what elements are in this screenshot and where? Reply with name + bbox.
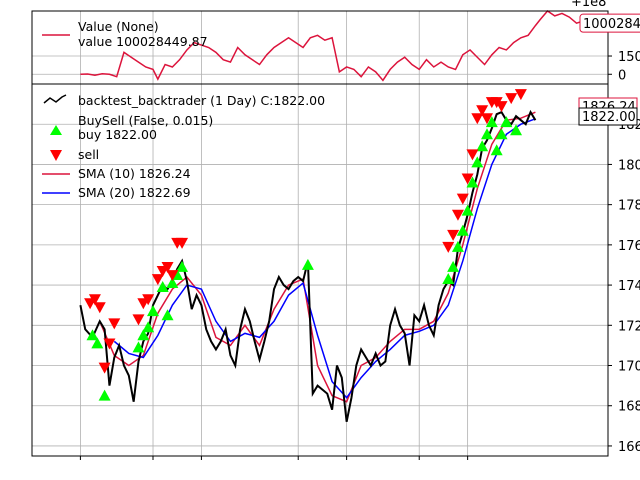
buy-marker (137, 329, 150, 341)
last-price-box (578, 107, 638, 126)
buy-marker (86, 329, 99, 341)
sell-marker (442, 241, 455, 253)
last-value-box (579, 13, 640, 33)
sell-marker (476, 105, 489, 117)
price-legend-entry: BuySell (False, 0.015) (78, 113, 213, 128)
sell-marker (466, 149, 479, 161)
price-legend-entry: SMA (10) 1826.24 (78, 166, 191, 181)
buy-marker (161, 309, 174, 321)
sell-marker (480, 113, 493, 125)
sell-marker (461, 173, 474, 185)
buy-marker (500, 116, 513, 128)
buy-marker (485, 116, 498, 128)
last-value-label: 100028449.87 (583, 17, 640, 32)
sma20-line (113, 118, 536, 399)
sell-marker (93, 302, 106, 314)
sell-marker (456, 193, 469, 205)
buy-marker (132, 341, 145, 353)
sell-marker (176, 237, 189, 249)
buy-marker (466, 176, 479, 188)
price-legend-entry: SMA (20) 1822.69 (78, 185, 191, 200)
price-ytick-label: 178 (618, 199, 640, 214)
sell-marker (103, 338, 116, 350)
buy-marker (301, 258, 314, 270)
value-ytick-label: 0 (618, 68, 626, 83)
buy-marker (456, 224, 469, 236)
buy-marker (147, 305, 160, 317)
sell-marker (142, 294, 155, 306)
sell-marker (161, 262, 174, 274)
buy-marker (166, 277, 179, 289)
buy-marker (510, 124, 523, 136)
value-observer-panel: +1e8 0 150 100028449.87 Value (None)value… (31, 0, 640, 85)
sell-marker (151, 274, 164, 286)
sell-marker (505, 93, 518, 105)
buy-marker (495, 128, 508, 140)
buy-marker (442, 272, 455, 284)
price-legend-entry: sell (78, 147, 99, 162)
price-ytick-label: 172 (618, 319, 640, 334)
price-panel-frame (31, 83, 609, 457)
buy-marker (461, 204, 474, 216)
sell-marker (471, 113, 484, 125)
sell-marker (166, 270, 179, 282)
buy-marker (480, 128, 493, 140)
buy-marker (142, 321, 155, 333)
buy-legend-swatch (50, 125, 62, 135)
price-ytick-label: 176 (618, 239, 640, 254)
sell-legend-swatch (50, 150, 62, 161)
ohlc-legend-swatch (43, 94, 67, 104)
price-legend-entry: buy 1822.00 (78, 127, 157, 142)
price-ytick-label: 180 (618, 158, 640, 173)
sell-marker (98, 362, 111, 374)
buy-marker (490, 144, 503, 156)
price-legend-entry: backtest_backtrader (1 Day) C:1822.00 (78, 93, 325, 108)
buy-marker (476, 140, 489, 152)
last-price-label: 1822.00 (582, 110, 636, 125)
sell-marker (447, 229, 460, 241)
buy-marker (447, 260, 460, 272)
value-ytick-label: 150 (618, 50, 640, 65)
sell-marker (514, 89, 527, 101)
sma10-line (99, 111, 536, 403)
value-legend-entry: value 100028449.87 (78, 34, 208, 49)
price-ytick-label: 166 (618, 440, 640, 455)
sell-marker (88, 294, 101, 306)
price-ytick-label: 174 (618, 279, 640, 294)
buy-marker (176, 260, 189, 272)
buy-marker (451, 240, 464, 252)
price-ytick-label: 168 (618, 400, 640, 415)
sell-marker (132, 314, 145, 326)
buy-marker (471, 156, 484, 168)
buy-marker (156, 281, 169, 293)
buy-marker (91, 337, 104, 349)
value-series-line (80, 10, 599, 82)
sell-marker (108, 318, 121, 330)
buy-marker (98, 389, 111, 401)
price-ytick-label: 170 (618, 360, 640, 375)
sell-marker (451, 209, 464, 221)
offset-label: +1e8 (571, 0, 606, 10)
sell-marker (495, 101, 508, 113)
value-legend-entry: Value (None) (78, 19, 159, 34)
